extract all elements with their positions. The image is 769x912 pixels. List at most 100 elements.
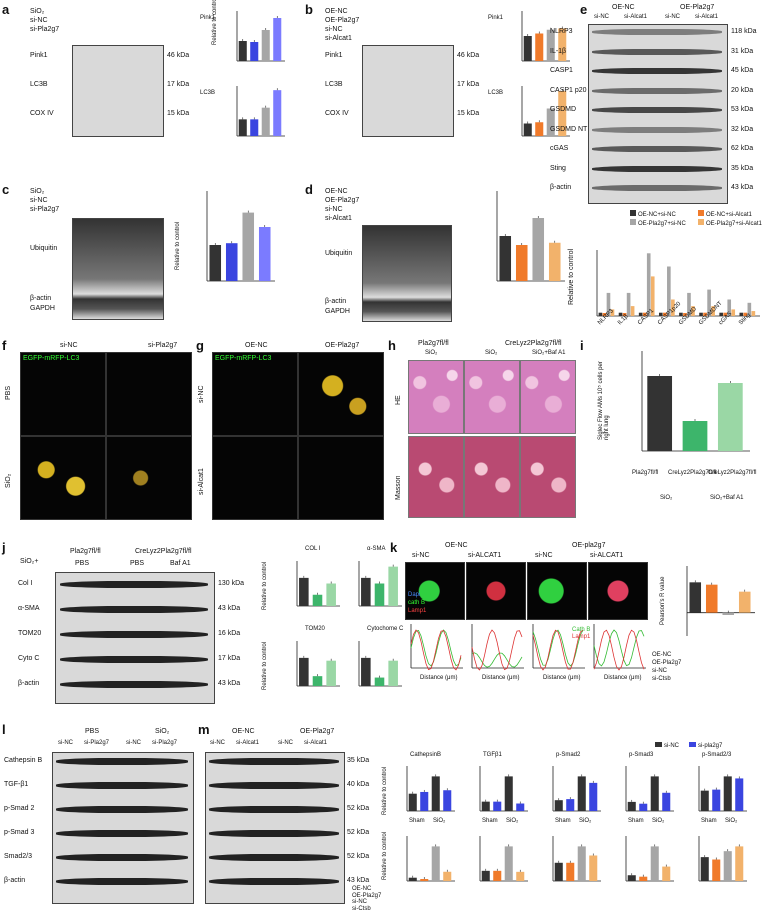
row-label: OE-Pla2g7 — [352, 892, 382, 899]
legend-swatch — [698, 219, 704, 225]
row-label-si-nc: si-NC — [325, 26, 343, 33]
bar — [238, 41, 247, 61]
bar-chart-j — [358, 641, 402, 687]
blot-row-label: p-Smad 2 — [4, 805, 35, 812]
bar-chart-b-lc3b — [521, 86, 570, 137]
x-label: CreLyz2Pla2g7fl/fl — [708, 470, 757, 476]
blot-row-lc3b: LC3B — [325, 81, 343, 88]
axis-label-pink1: Pink1 — [488, 15, 504, 21]
bar — [516, 871, 525, 881]
panel-label-b: b — [305, 2, 313, 17]
bar — [242, 212, 255, 281]
bar — [711, 306, 715, 316]
bar-chart-m-top — [698, 766, 747, 812]
band — [592, 165, 722, 172]
blot-kda: 45 kDa — [731, 67, 754, 74]
bar — [627, 801, 636, 811]
x-label: CreLyz2Pla2g7fl/fl — [668, 470, 717, 476]
bar — [751, 311, 756, 316]
bar — [699, 312, 703, 316]
bar-chart-e — [596, 250, 760, 317]
col-header-oe-pla2g7: OE-Pla2g7 — [300, 728, 335, 735]
bar — [408, 793, 417, 811]
band — [592, 29, 722, 35]
panel-label-i: i — [580, 338, 584, 353]
stain-lamp1: Lamp1 — [408, 608, 427, 614]
col-label-pla-flfl: Pla2g7fl/fl — [418, 340, 449, 347]
legend-label: OE-NC+si-NC — [638, 212, 676, 218]
micrograph — [466, 562, 526, 620]
bar — [577, 846, 586, 881]
bar — [743, 312, 748, 316]
bar — [361, 577, 371, 606]
bar — [554, 862, 563, 881]
blot-row-label: p-Smad 3 — [4, 829, 35, 836]
header-oe-nc: OE-NC — [612, 4, 635, 11]
series-line-cathb — [593, 629, 645, 667]
blot-row-label: CASP1 p20 — [550, 86, 587, 94]
bar — [546, 108, 555, 136]
bar — [658, 312, 663, 316]
blot-row-label: NLRP3 — [550, 28, 573, 35]
blot-kda: 17 kDa — [167, 81, 190, 88]
row-label-sio2: SiO₂ — [30, 188, 45, 195]
bar — [481, 870, 490, 881]
col-si-nc: si-NC — [278, 740, 293, 746]
histology-he — [520, 360, 576, 434]
col-si-alcat1: si-ALCAT1 — [590, 552, 624, 559]
panel-label-h: h — [388, 338, 396, 353]
col-label-si-nc: si-NC — [60, 342, 78, 349]
band — [592, 126, 722, 133]
band — [209, 830, 339, 837]
chart-title: CathepsinB — [410, 752, 442, 758]
bar — [738, 591, 751, 613]
blot-row-gapdh: GAPDH — [30, 305, 55, 312]
col-si-nc: si-NC — [58, 740, 73, 746]
bar — [639, 876, 648, 881]
band — [209, 878, 339, 885]
panel-label-k: k — [390, 540, 398, 555]
bar — [687, 292, 691, 316]
row-label-si-pla2g7: si-Pla2g7 — [30, 26, 60, 33]
band — [592, 48, 722, 55]
bar — [250, 119, 259, 136]
bar — [374, 677, 385, 686]
bar — [722, 612, 735, 615]
bar — [443, 790, 452, 811]
blot-kda: 35 kDa — [347, 757, 370, 764]
bar — [723, 312, 728, 316]
bar — [523, 123, 532, 136]
y-axis-label-e: Relative to control — [568, 248, 575, 305]
x-axis-label: Distance (μm) — [604, 675, 642, 681]
bar — [598, 312, 603, 316]
blot-row-label: Cathepsin B — [4, 757, 43, 764]
histology-he — [408, 360, 464, 434]
bar — [225, 243, 238, 281]
bar-chart-a-lc3b — [236, 86, 285, 137]
bar — [312, 594, 323, 606]
row-label-si-alcat1: si-Alcat1 — [198, 468, 205, 495]
col-si-nc: si-NC — [210, 740, 225, 746]
series-line-lamp1 — [532, 629, 584, 671]
bar — [515, 245, 528, 281]
col-si-nc: si-NC — [126, 740, 141, 746]
bar — [535, 33, 544, 61]
legend-entry: OE-Pla2g7+si-NC — [630, 219, 686, 227]
bar-chart-m-top — [406, 766, 455, 812]
col-si-pla2g7: si-Pla2g7 — [84, 740, 110, 746]
bar — [689, 582, 702, 613]
histology-he — [464, 360, 520, 434]
bar — [703, 312, 707, 316]
bar — [261, 30, 270, 61]
col-si-alcat1: si-Alcat1 — [695, 14, 719, 20]
western-blot-c — [72, 218, 164, 320]
blot-kda: 53 kDa — [731, 106, 754, 113]
bar-chart-i — [641, 351, 750, 452]
bar — [719, 312, 723, 316]
blot-row-gapdh: GAPDH — [325, 308, 350, 315]
row-label-he: HE — [395, 395, 402, 405]
blot-row-label: Smad2/3 — [4, 853, 33, 860]
band — [209, 806, 339, 813]
blot-row-cox4: COX IV — [325, 110, 349, 117]
bar — [712, 859, 721, 881]
